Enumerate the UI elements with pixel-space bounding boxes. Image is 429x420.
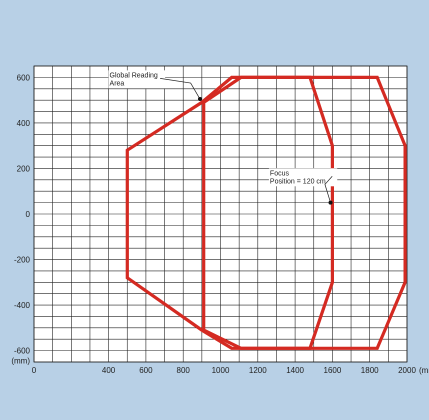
series-layer: [125, 75, 407, 350]
y-tick-label: -600: [14, 347, 31, 356]
tick-labels: 0400600800100012001400160018002000(mm)60…: [11, 73, 429, 375]
x-unit-label: (mm): [419, 366, 429, 375]
x-tick-label: 1600: [324, 366, 342, 375]
annotation-leader: [160, 78, 201, 100]
reading-area-outline-1: [125, 75, 334, 350]
annotation-text: Global Reading: [110, 72, 158, 79]
annotation-dot: [197, 97, 202, 102]
y-tick-label: 400: [17, 119, 31, 128]
annotation-dot: [328, 200, 333, 205]
annotation-text: Area: [110, 80, 125, 87]
annotation-leader: [324, 176, 333, 203]
x-tick-label: 800: [177, 366, 191, 375]
annotation-bg: [108, 70, 166, 89]
annotation-text: Focus: [270, 170, 290, 177]
y-tick-label: 0: [26, 210, 31, 219]
x-tick-label: 1800: [361, 366, 379, 375]
y-tick-label: -400: [14, 301, 31, 310]
y-unit-label: (mm): [11, 357, 30, 366]
y-tick-label: 200: [17, 164, 31, 173]
y-tick-label: 600: [17, 73, 31, 82]
x-tick-label: 400: [102, 366, 116, 375]
x-tick-label: 0: [32, 366, 37, 375]
x-tick-label: 2000: [398, 366, 416, 375]
reading-area-outline-2: [202, 75, 407, 350]
x-tick-label: 1400: [286, 366, 304, 375]
annotation-bg: [268, 168, 338, 187]
grid: [33, 65, 408, 363]
plot-frame: [33, 65, 408, 363]
x-tick-label: 1200: [249, 366, 267, 375]
x-tick-label: 600: [139, 366, 153, 375]
y-tick-label: -200: [14, 256, 31, 265]
annotation-text: Position = 120 cm: [270, 178, 326, 185]
x-tick-label: 1000: [212, 366, 230, 375]
